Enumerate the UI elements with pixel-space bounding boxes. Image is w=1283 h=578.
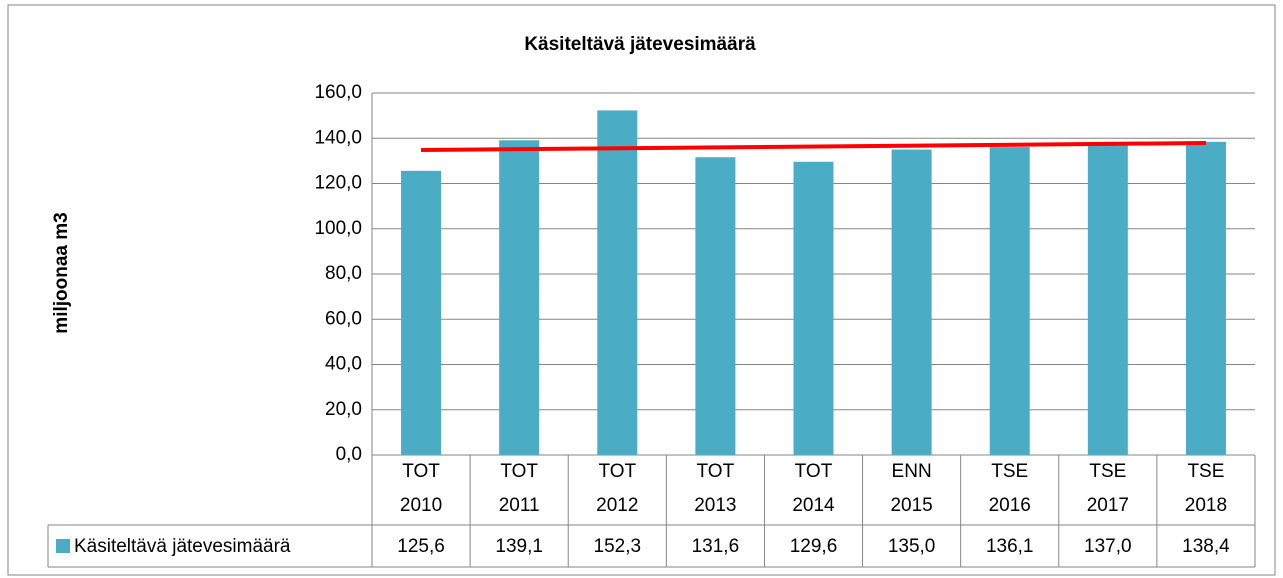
table-value: 152,3 xyxy=(594,536,642,557)
legend-swatch xyxy=(56,539,70,553)
x-tick-label: 2015 xyxy=(890,495,932,516)
x-tick-label: TSE xyxy=(991,461,1028,482)
x-tick-label: 2013 xyxy=(694,495,736,516)
x-tick-label: TOT xyxy=(697,461,735,482)
bar xyxy=(695,157,736,455)
x-tick-label: ENN xyxy=(892,461,932,482)
table-value: 125,6 xyxy=(397,536,445,557)
x-tick-label: 2010 xyxy=(400,495,442,516)
table-value: 136,1 xyxy=(986,536,1034,557)
y-tick-label: 100,0 xyxy=(314,218,362,239)
bar xyxy=(793,161,834,455)
bar xyxy=(597,110,638,455)
x-tick-label: TSE xyxy=(1187,461,1224,482)
bar xyxy=(891,149,932,455)
trendline xyxy=(421,141,1206,153)
x-tick-label: 2011 xyxy=(499,495,540,516)
x-tick-label: TSE xyxy=(1089,461,1126,482)
y-tick-label: 80,0 xyxy=(325,263,362,284)
table-value: 131,6 xyxy=(692,536,740,557)
x-tick-label: TOT xyxy=(795,461,833,482)
x-tick-label: 2012 xyxy=(596,495,638,516)
x-tick-label: 2017 xyxy=(1087,495,1129,516)
x-tick-label: 2014 xyxy=(792,495,835,516)
legend-label: Käsiteltävä jätevesimäärä xyxy=(74,536,291,557)
y-tick-label: 120,0 xyxy=(314,173,362,194)
bar xyxy=(401,170,442,455)
chart-title: Käsiteltävä jätevesimäärä xyxy=(524,34,756,55)
bar xyxy=(989,147,1030,456)
y-axis-label: miljoonaa m3 xyxy=(51,212,72,333)
bar xyxy=(1185,141,1226,455)
x-tick-label: 2016 xyxy=(989,495,1031,516)
y-tick-label: 60,0 xyxy=(325,308,362,329)
x-tick-label: TOT xyxy=(402,461,440,482)
table-value: 138,4 xyxy=(1182,536,1230,557)
y-tick-label: 0,0 xyxy=(336,444,362,465)
table-value: 137,0 xyxy=(1084,536,1132,557)
x-tick-label: 2018 xyxy=(1185,495,1227,516)
table-value: 135,0 xyxy=(888,536,936,557)
y-tick-label: 40,0 xyxy=(325,354,362,375)
bar xyxy=(499,140,540,455)
table-value: 129,6 xyxy=(790,536,838,557)
y-tick-label: 160,0 xyxy=(314,82,362,103)
x-tick-label: TOT xyxy=(500,461,538,482)
table-value: 139,1 xyxy=(495,536,543,557)
bar xyxy=(1087,145,1128,455)
x-tick-label: TOT xyxy=(598,461,636,482)
chart-border xyxy=(7,4,1276,576)
y-tick-label: 20,0 xyxy=(325,399,362,420)
y-tick-label: 140,0 xyxy=(314,127,362,148)
